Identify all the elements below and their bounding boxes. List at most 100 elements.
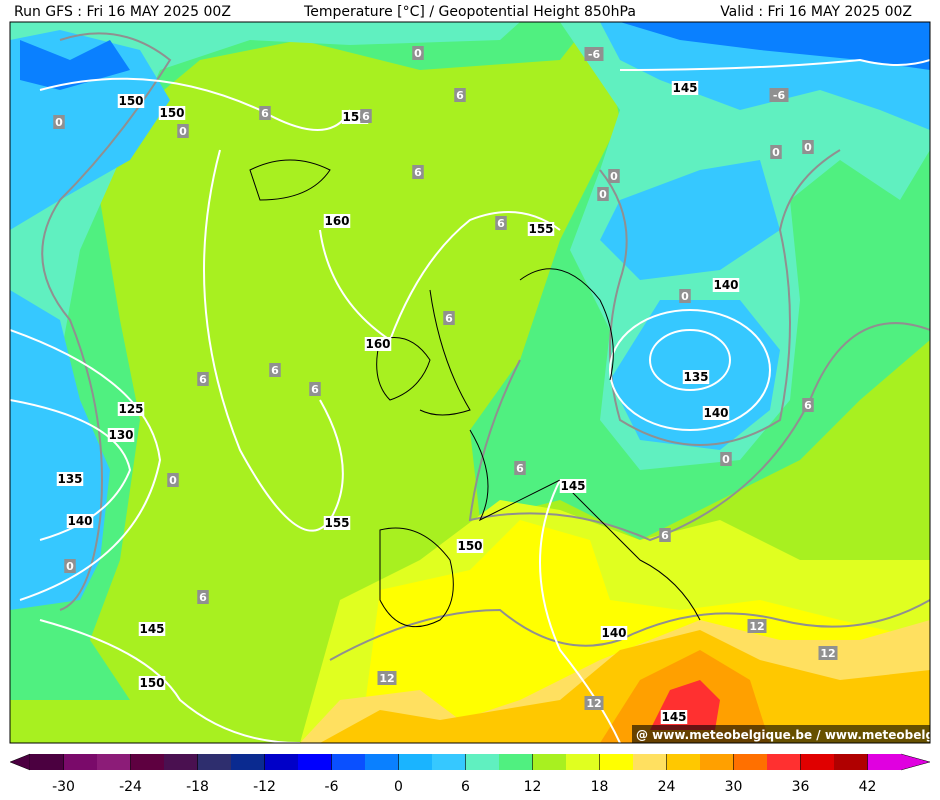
height-label-box [66, 514, 94, 528]
temperature-label-box [454, 88, 466, 102]
height-label: 130 [108, 428, 133, 442]
colorbar-swatch [231, 754, 265, 770]
height-label-box [559, 479, 587, 493]
height-label: 155 [528, 222, 553, 236]
valid-label: Valid : Fri 16 MAY 2025 00Z [720, 4, 912, 20]
colorbar-tick-label: 30 [725, 779, 743, 795]
colorbar-tick-label: 0 [394, 779, 403, 795]
colorbar-end [9, 753, 31, 771]
height-label: 140 [67, 514, 92, 528]
colorbar-swatch [63, 754, 98, 770]
temperature-label: 6 [362, 110, 370, 123]
colorbar-swatch [97, 754, 131, 770]
colorbar-tick-label: 36 [792, 779, 810, 795]
temperature-label: 0 [599, 188, 607, 201]
colorbar-swatch [130, 754, 165, 770]
temperature-label: 0 [722, 453, 730, 466]
colorbar-swatch [834, 754, 868, 770]
temperature-label: 6 [804, 399, 812, 412]
height-label: 145 [672, 81, 697, 95]
colorbar-swatch [867, 754, 902, 770]
height-label-box [117, 94, 145, 108]
height-label-box [712, 278, 740, 292]
field [600, 22, 930, 450]
colorbar-tick-label: 42 [859, 779, 877, 795]
temperature-label-box [197, 372, 209, 386]
colorbar-tick-label: 6 [461, 779, 470, 795]
temperature-label-box [177, 124, 189, 138]
colorbar-tick-label: -6 [325, 779, 339, 795]
colorbar-swatch [465, 754, 500, 770]
height-label-box [671, 81, 699, 95]
temperature-label-box [584, 47, 604, 61]
map-frame [9, 21, 931, 744]
temperature-label: 6 [414, 166, 422, 179]
height-label-box [660, 710, 688, 724]
temperature-label-box [269, 363, 281, 377]
colorbar-swatch [800, 754, 835, 770]
colorbar-swatch [398, 754, 433, 770]
height-label-box [138, 622, 166, 636]
temperature-label: 0 [169, 474, 177, 487]
height-label: 150 [159, 106, 184, 120]
temperature-label: 6 [311, 383, 319, 396]
temperature-label: 6 [261, 107, 269, 120]
temperature-label: 6 [661, 529, 669, 542]
temperature-label: 6 [199, 591, 207, 604]
height-label: 135 [57, 472, 82, 486]
colorbar-tick-label: -12 [253, 779, 276, 795]
height-label-box [527, 222, 555, 236]
temperature-label: 0 [414, 47, 422, 60]
contour-labels: 150 150 155 160 155 145 140 160 135 140 125 130 135 1… [53, 46, 838, 724]
height-label: 140 [713, 278, 738, 292]
height-label: 135 [683, 370, 708, 384]
colorbar-swatch [365, 754, 399, 770]
height-label-box [702, 406, 730, 420]
temperature-label-box [802, 398, 814, 412]
temperature-label-box [514, 461, 526, 475]
height-label: 145 [560, 479, 585, 493]
temperature-label-box [747, 619, 767, 633]
isotherm [41, 32, 172, 611]
height-label: 150 [457, 539, 482, 553]
height-contour [539, 479, 621, 743]
temperature-label-box [608, 169, 620, 183]
temperature-label-box [802, 140, 814, 154]
temperature-label-box [360, 109, 372, 123]
height-contour [609, 309, 771, 431]
height-label: 125 [118, 402, 143, 416]
temperature-label-box [259, 106, 271, 120]
colorbar-end [900, 753, 931, 771]
height-label-box [682, 370, 710, 384]
height-label: 160 [324, 214, 349, 228]
temperature-label-box [495, 216, 507, 230]
temperature-label: 12 [820, 647, 835, 660]
colorbar-swatch [331, 754, 366, 770]
temperature-label-box [197, 590, 209, 604]
colorbar-swatch [666, 754, 701, 770]
height-contour [649, 329, 731, 391]
colorbar-swatch [767, 754, 801, 770]
temperature-label: 6 [445, 312, 453, 325]
colorbar-tick-label: -18 [186, 779, 209, 795]
run-label: Run GFS : Fri 16 MAY 2025 00Z [14, 4, 231, 20]
height-label-box [600, 626, 628, 640]
temperature-label: 0 [66, 560, 74, 573]
height-contour [39, 77, 351, 131]
temperature-label-box [412, 46, 424, 60]
temperature-label-box [720, 452, 732, 466]
temperature-label: 0 [772, 146, 780, 159]
height-label: 140 [601, 626, 626, 640]
height-label-box [117, 402, 145, 416]
height-label-box [107, 428, 135, 442]
temperature-label-box [412, 165, 424, 179]
height-label-box [323, 516, 351, 530]
temperature-label: 0 [55, 116, 63, 129]
colorbar-swatch [432, 754, 466, 770]
temperature-label-box [679, 289, 691, 303]
map-title: Temperature [°C] / Geopotential Height 8… [303, 4, 636, 20]
colorbar-swatch [633, 754, 667, 770]
temperature-label: 6 [456, 89, 464, 102]
temperature-label: 6 [271, 364, 279, 377]
height-label: 160 [365, 337, 390, 351]
